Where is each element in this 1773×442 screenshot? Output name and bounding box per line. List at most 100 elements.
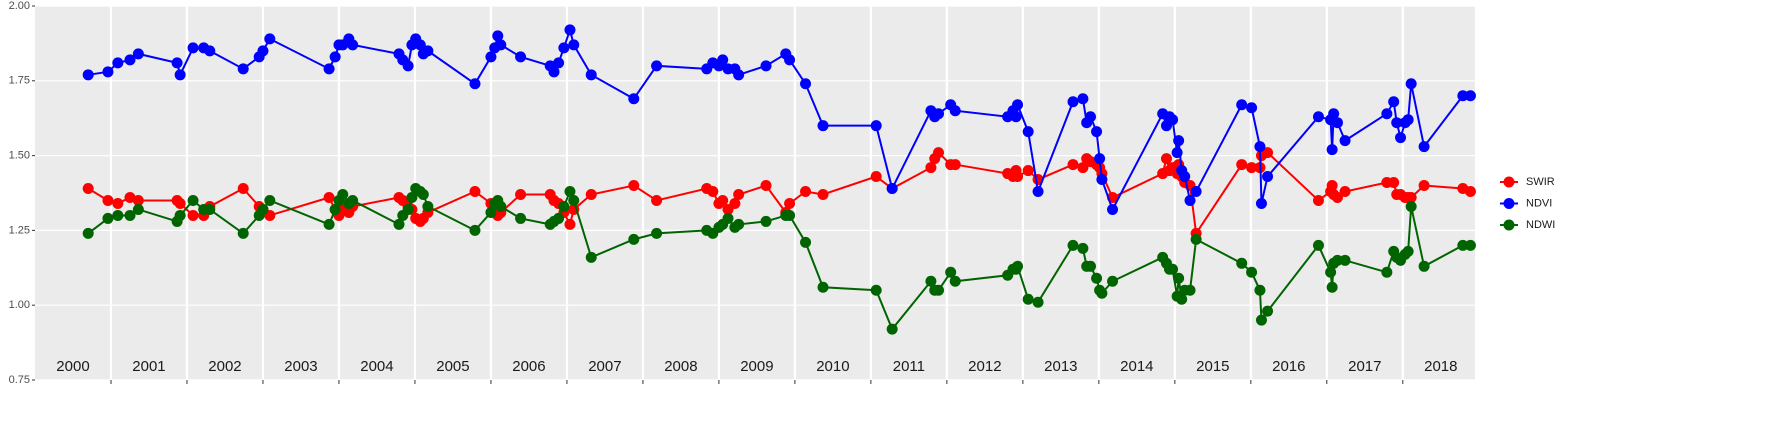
point (1418, 141, 1430, 153)
point (1464, 186, 1476, 198)
point (800, 78, 812, 90)
point (187, 194, 199, 206)
point (933, 284, 945, 296)
point (323, 218, 335, 230)
point (1262, 171, 1274, 183)
point (402, 203, 414, 215)
year-label: 2017 (1348, 358, 1381, 375)
point (1067, 239, 1079, 251)
point (1032, 186, 1044, 198)
point (651, 60, 663, 72)
point (1094, 153, 1106, 165)
point (784, 209, 796, 221)
point (402, 60, 414, 72)
point (585, 69, 597, 81)
point (112, 197, 124, 209)
point (651, 227, 663, 239)
legend-key (1503, 176, 1515, 188)
y-tick-label: 0.75 (9, 374, 30, 386)
point (1077, 93, 1089, 105)
point (1179, 171, 1191, 183)
point (1328, 108, 1340, 120)
point (204, 203, 216, 215)
legend-key (1503, 219, 1515, 231)
point (469, 186, 481, 198)
point (1254, 284, 1266, 296)
point (492, 30, 504, 42)
point (933, 147, 945, 159)
year-label: 2015 (1196, 358, 1229, 375)
point (329, 203, 341, 215)
year-label: 2018 (1424, 358, 1457, 375)
point (1190, 233, 1202, 245)
point (949, 105, 961, 117)
point (733, 69, 745, 81)
legend-key (1503, 198, 1515, 209)
point (553, 57, 565, 69)
point (1255, 314, 1267, 326)
point (933, 108, 945, 120)
y-tick-label: 1.25 (9, 224, 30, 236)
point (174, 209, 186, 221)
point (925, 162, 937, 174)
point (558, 42, 570, 54)
year-label: 2014 (1120, 358, 1153, 375)
point (417, 188, 429, 200)
point (1236, 99, 1248, 111)
year-label: 2013 (1044, 358, 1077, 375)
point (1107, 203, 1119, 215)
point (1171, 147, 1183, 159)
point (1096, 174, 1108, 186)
point (1184, 194, 1196, 206)
point (124, 54, 136, 66)
point (1312, 111, 1324, 123)
point (1418, 180, 1430, 192)
point (568, 194, 580, 206)
point (585, 251, 597, 263)
year-label: 2012 (968, 358, 1001, 375)
point (422, 45, 434, 57)
point (102, 66, 114, 78)
point (124, 191, 136, 203)
point (1091, 126, 1103, 138)
point (1190, 186, 1202, 198)
point (323, 191, 335, 203)
year-label: 2007 (588, 358, 621, 375)
point (204, 45, 216, 57)
point (949, 159, 961, 171)
point (1457, 239, 1469, 251)
point (1077, 242, 1089, 254)
point (628, 180, 640, 192)
point (1405, 191, 1417, 203)
point (1084, 260, 1096, 272)
point (1084, 111, 1096, 123)
point (651, 194, 663, 206)
point (1246, 266, 1258, 278)
point (132, 194, 144, 206)
point (515, 51, 527, 63)
point (784, 197, 796, 209)
point (1167, 263, 1179, 275)
year-label: 2003 (284, 358, 317, 375)
point (925, 275, 937, 287)
point (347, 39, 359, 51)
point (1331, 254, 1343, 266)
point (264, 194, 276, 206)
point (1405, 78, 1417, 90)
point (1010, 111, 1022, 123)
point (717, 54, 729, 66)
point (337, 188, 349, 200)
year-label: 2009 (740, 358, 773, 375)
point (817, 188, 829, 200)
year-label: 2002 (208, 358, 241, 375)
point (628, 93, 640, 105)
point (1184, 284, 1196, 296)
point (1381, 108, 1393, 120)
point (174, 69, 186, 81)
point (1388, 96, 1400, 108)
point (1067, 159, 1079, 171)
point (82, 227, 94, 239)
point (1022, 126, 1034, 138)
point (1331, 191, 1343, 203)
point (1107, 275, 1119, 287)
